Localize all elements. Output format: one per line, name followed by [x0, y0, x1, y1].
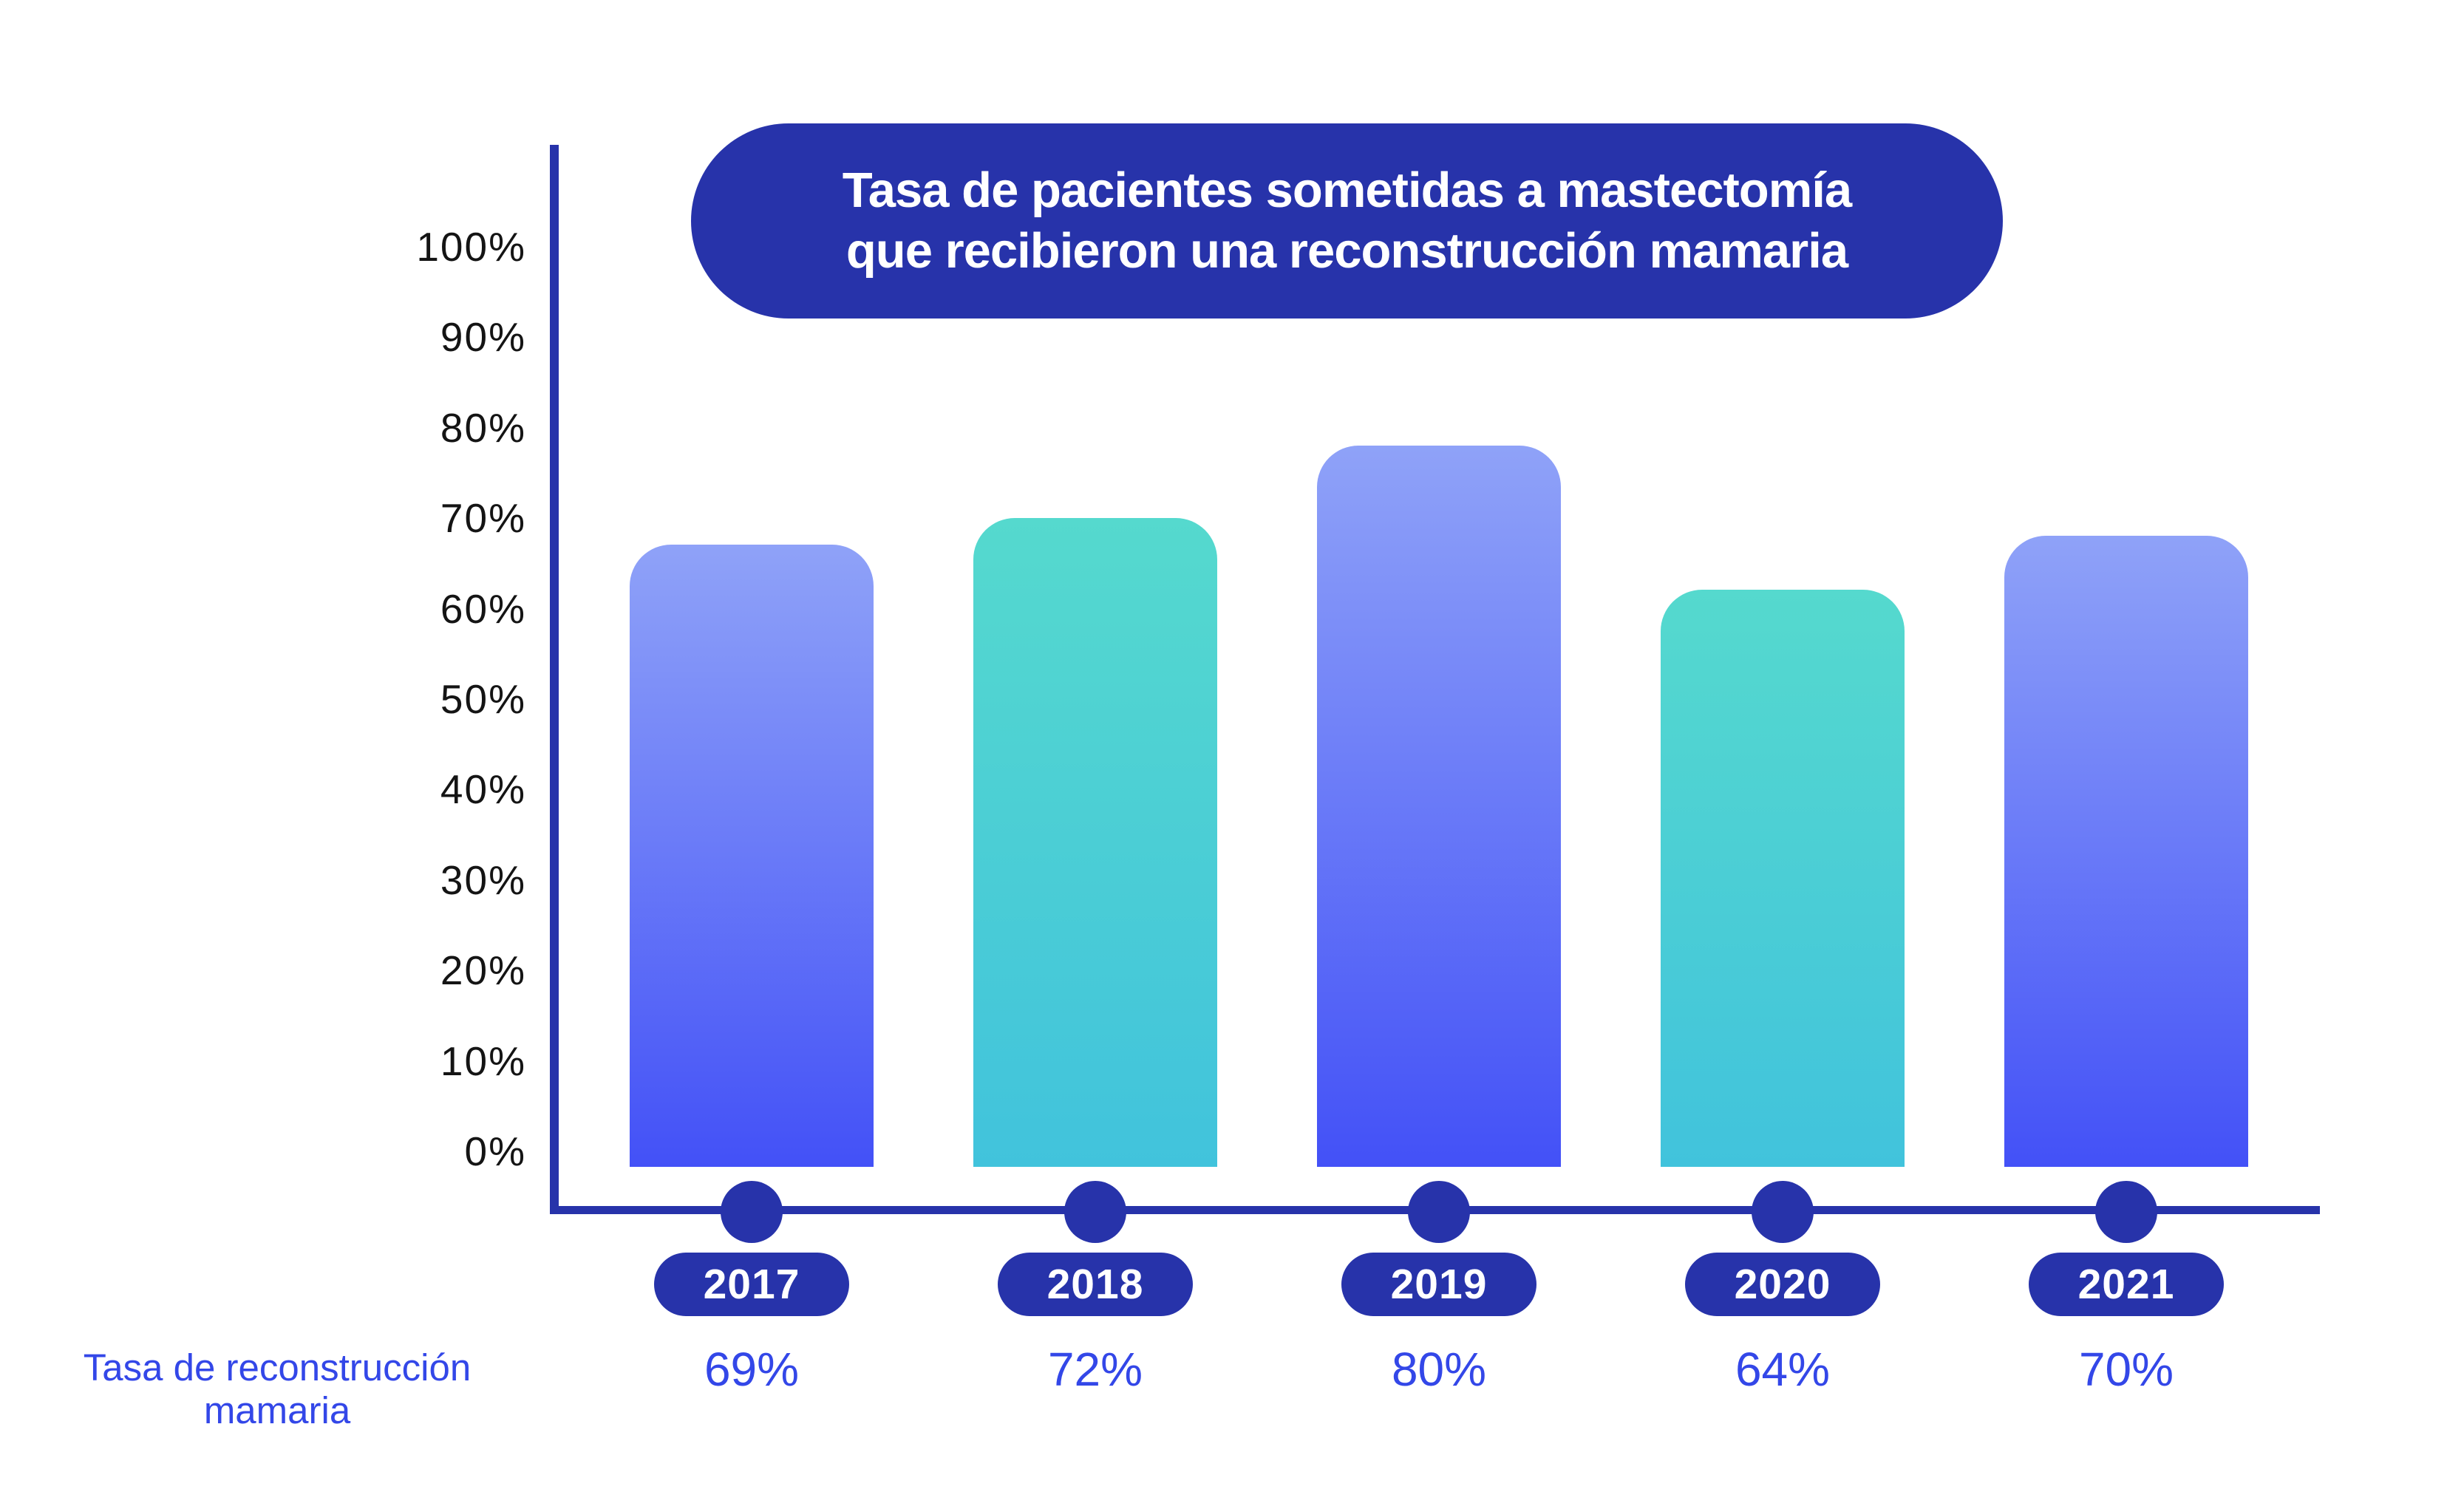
axis-dot-2019	[1408, 1181, 1470, 1243]
y-tick-label: 20%	[440, 947, 526, 994]
year-pill-2017: 2017	[654, 1253, 849, 1316]
series-row-label-line2: mamaria	[203, 1389, 351, 1431]
value-label-2021: 70%	[2078, 1343, 2174, 1396]
y-tick-label: 80%	[440, 404, 526, 451]
y-tick-label: 60%	[440, 585, 526, 632]
y-tick-label: 30%	[440, 856, 526, 903]
y-tick-label: 40%	[440, 766, 526, 813]
y-tick-label: 50%	[440, 676, 526, 722]
value-label-2018: 72%	[1047, 1343, 1143, 1396]
axis-dot-2021	[2095, 1181, 2157, 1243]
y-tick-label: 0%	[464, 1128, 526, 1174]
year-pill-label: 2017	[703, 1261, 800, 1308]
bar-2020	[1661, 590, 1905, 1167]
chart-title-pill: Tasa de pacientes sometidas a mastectomí…	[691, 123, 2003, 319]
value-label-2017: 69%	[704, 1343, 800, 1396]
y-tick-label: 90%	[440, 314, 526, 361]
year-pill-label: 2019	[1390, 1261, 1488, 1308]
axis-dot-2020	[1752, 1181, 1814, 1243]
year-pill-label: 2021	[2077, 1261, 2175, 1308]
chart-title-line1: Tasa de pacientes sometidas a mastectomí…	[842, 163, 1852, 218]
bar-2021	[2004, 536, 2248, 1167]
year-pill-2018: 2018	[998, 1253, 1193, 1316]
year-pill-label: 2018	[1046, 1261, 1144, 1308]
y-tick-label: 100%	[416, 224, 526, 270]
year-pill-2020: 2020	[1685, 1253, 1880, 1316]
value-label-2019: 80%	[1391, 1343, 1487, 1396]
y-axis-line	[550, 145, 559, 1214]
chart-title-line2: que recibieron una reconstrucción mamari…	[845, 223, 1848, 279]
bar-2018	[973, 517, 1217, 1167]
year-pill-2019: 2019	[1341, 1253, 1536, 1316]
value-label-2020: 64%	[1735, 1343, 1831, 1396]
series-row-label-line1: Tasa de reconstrucción	[83, 1346, 472, 1389]
year-pill-label: 2020	[1734, 1261, 1831, 1308]
y-tick-label: 10%	[440, 1038, 526, 1084]
axis-dot-2017	[721, 1181, 783, 1243]
year-pill-2021: 2021	[2029, 1253, 2224, 1316]
axis-dot-2018	[1064, 1181, 1126, 1243]
bar-2019	[1317, 446, 1561, 1167]
bar-2017	[630, 545, 874, 1167]
series-row-label: Tasa de reconstrucción mamaria	[55, 1346, 499, 1432]
y-tick-label: 70%	[440, 495, 526, 542]
